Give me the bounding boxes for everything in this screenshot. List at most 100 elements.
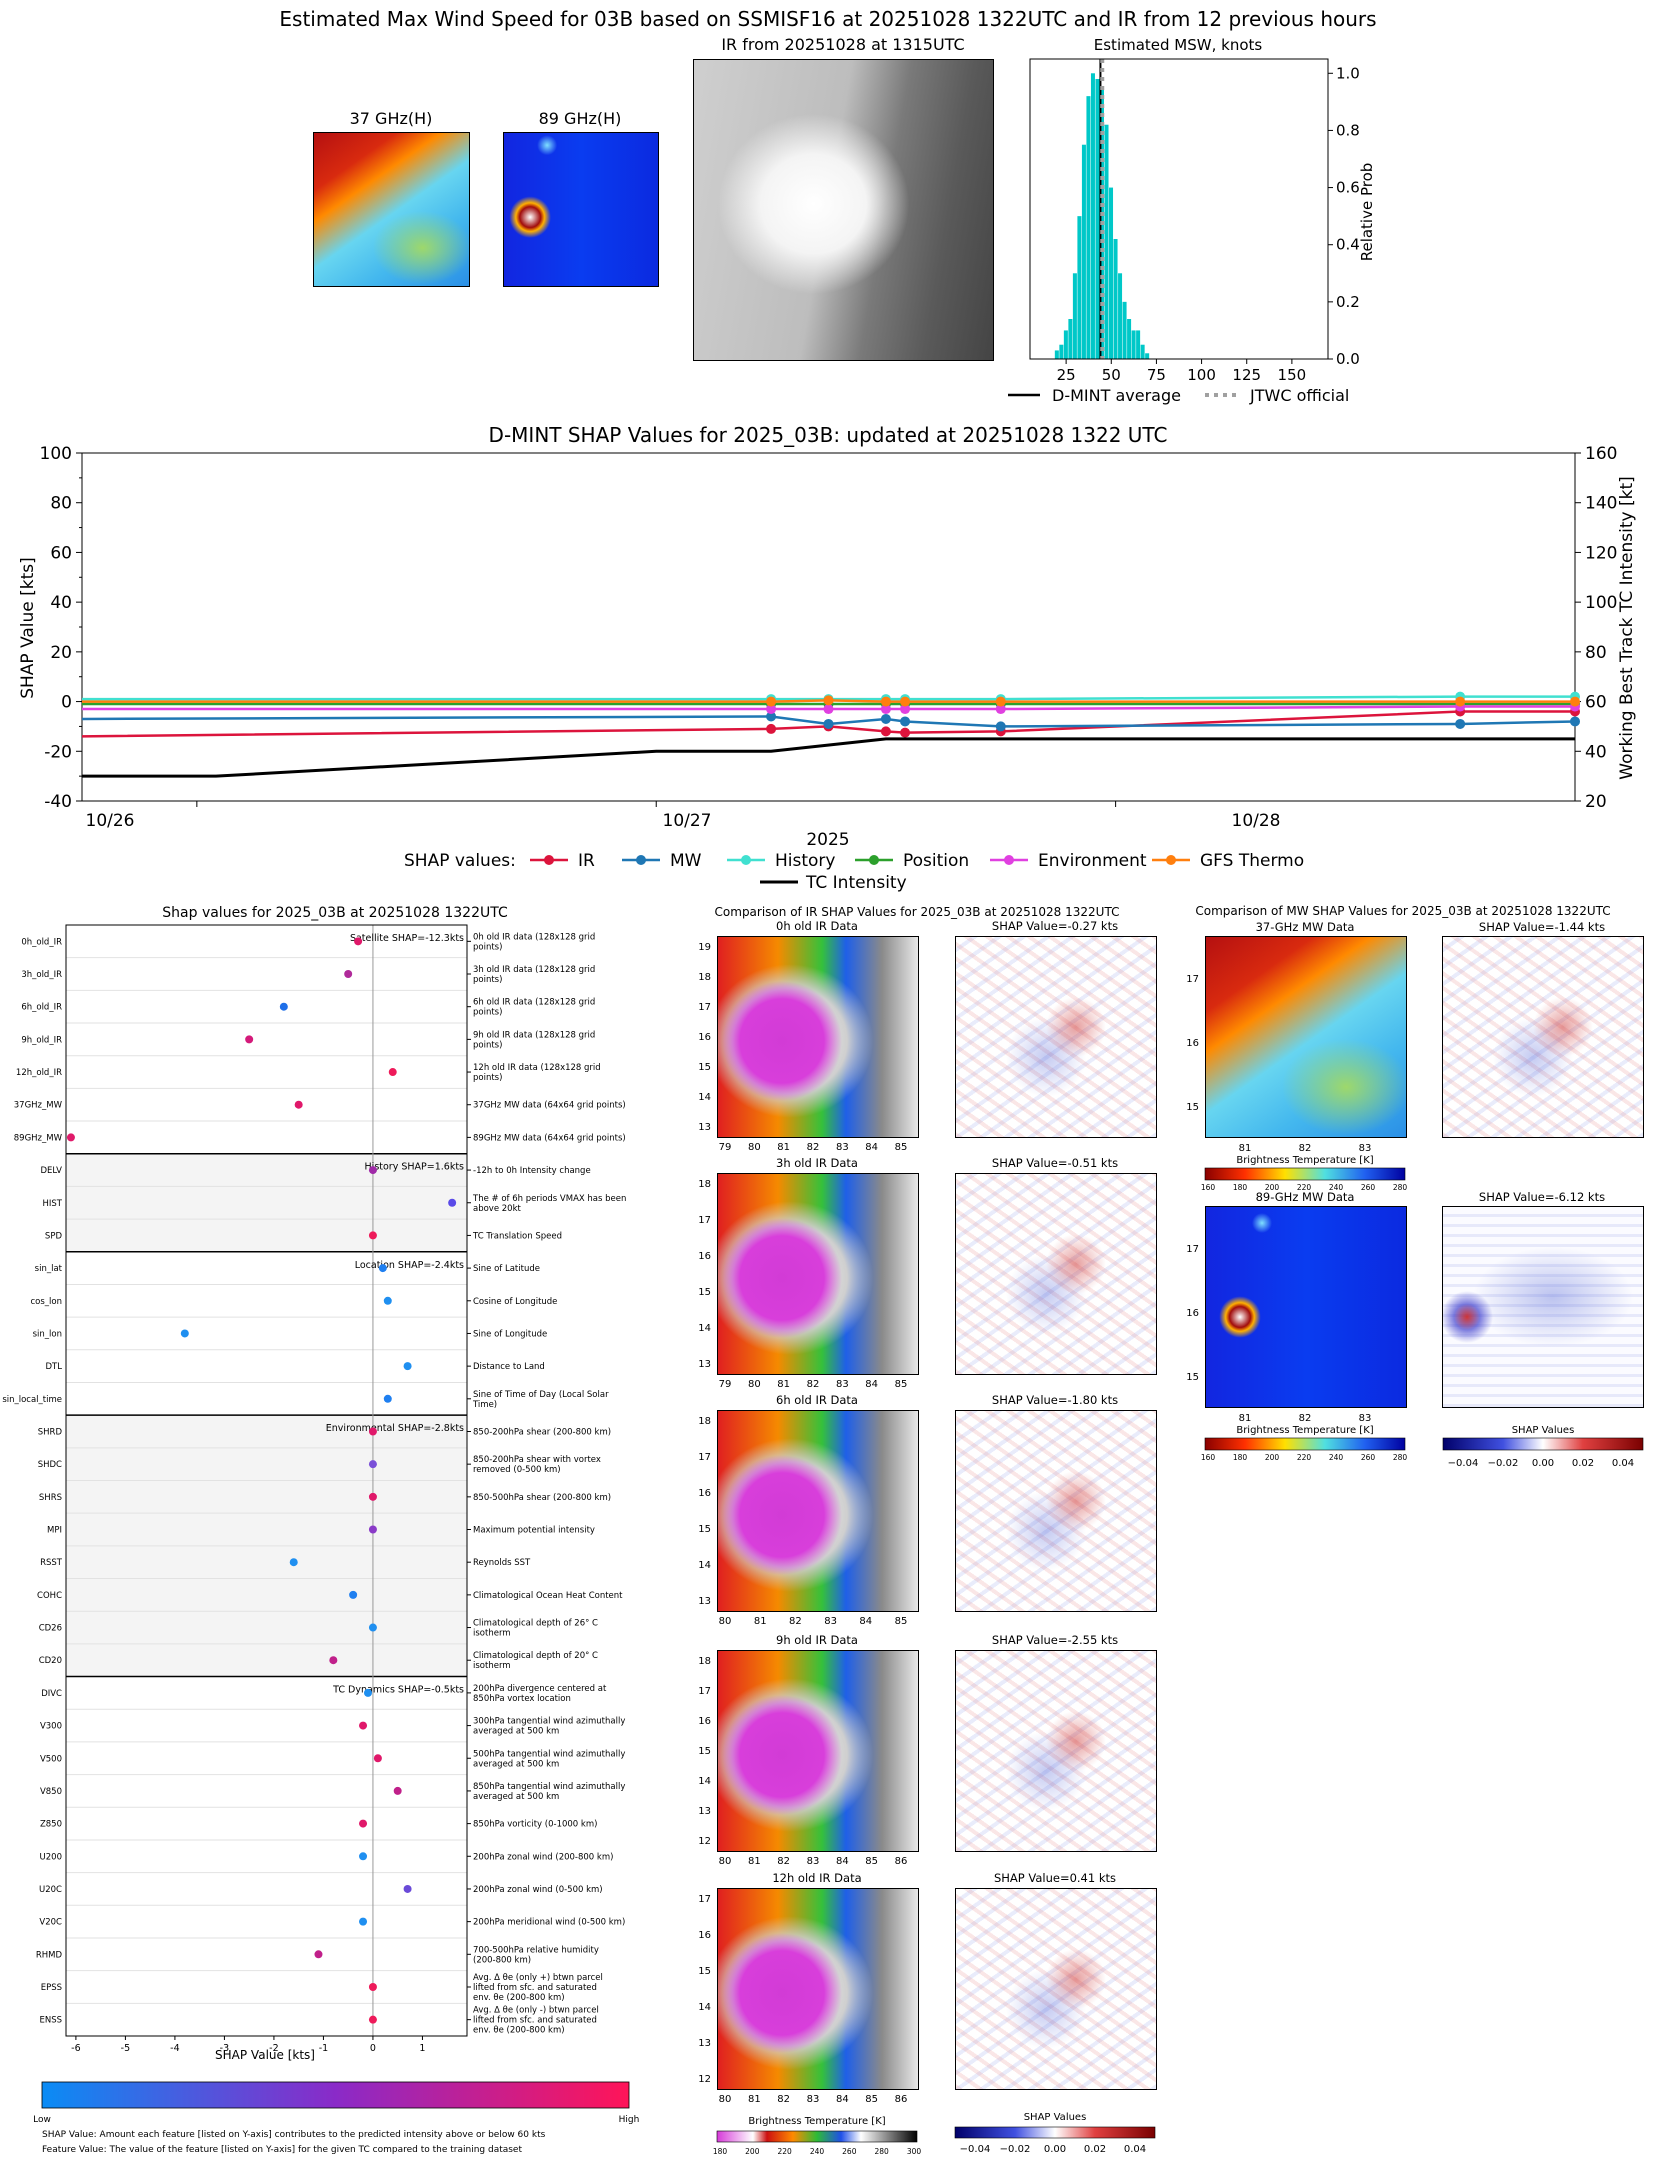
ir-colorbar bbox=[716, 2130, 918, 2143]
series-point bbox=[880, 726, 891, 737]
ir-panel-title: 6h old IR Data bbox=[776, 1393, 858, 1407]
ir-shap-colorbar-tick: 0.04 bbox=[1124, 2144, 1146, 2155]
feature-description: 850hPa vorticity (0-1000 km) bbox=[473, 1820, 597, 1830]
feature-description: 300hPa tangential wind azimuthally bbox=[473, 1717, 625, 1727]
group-shade-history bbox=[66, 1153, 467, 1252]
ir-xtick-label: 85 bbox=[865, 2094, 878, 2105]
mw-colorbar-tick: 180 bbox=[1233, 1453, 1248, 1462]
shap-ts-xlabel: 2025 bbox=[806, 830, 849, 850]
feature-description: averaged at 500 km bbox=[473, 1792, 559, 1802]
histogram-bar bbox=[1140, 344, 1145, 359]
mw-xtick-label: 81 bbox=[1239, 1413, 1252, 1424]
ir-ytick-label: 14 bbox=[698, 2002, 711, 2013]
histogram-bar bbox=[1145, 353, 1150, 359]
shap-ts-legend: SHAP values: IR MW History Position Environm… bbox=[404, 851, 1304, 893]
feature-description: lifted from sfc. and saturated bbox=[473, 2016, 597, 2026]
mw-colorbar-tick: 240 bbox=[1329, 1453, 1344, 1462]
ir-colorbar-tick: 260 bbox=[842, 2147, 857, 2156]
feature-description: -12h to 0h Intensity change bbox=[473, 1166, 591, 1176]
feature-description: Distance to Land bbox=[473, 1362, 545, 1372]
ir-ytick-label: 15 bbox=[698, 1287, 711, 1298]
feature-shap-point bbox=[354, 937, 363, 946]
ir-panel-image bbox=[717, 1173, 919, 1375]
legend-label: Environment bbox=[1038, 851, 1147, 871]
mw-xtick-label: 82 bbox=[1299, 1143, 1312, 1154]
hist-ytick-label: 0.2 bbox=[1336, 293, 1360, 311]
series-point bbox=[766, 696, 777, 707]
ts-ytick-right-label: 160 bbox=[1585, 444, 1617, 464]
ir-colorbar-tick: 200 bbox=[745, 2147, 760, 2156]
series-point bbox=[995, 696, 1006, 707]
main-title: Estimated Max Wind Speed for 03B based o… bbox=[279, 7, 1376, 31]
ir-ytick-label: 17 bbox=[698, 1894, 711, 1905]
histogram-bar bbox=[1054, 350, 1059, 359]
mw-ytick-label: 17 bbox=[1186, 974, 1199, 985]
feature-shap-point bbox=[359, 1819, 368, 1828]
ts-ytick-label: 100 bbox=[40, 444, 72, 464]
ir-xtick-label: 83 bbox=[836, 1142, 849, 1153]
mw-colorbar-label: Brightness Temperature [K] bbox=[1236, 1425, 1373, 1436]
legend-swatch-point bbox=[544, 855, 554, 865]
mw-compare-title: Comparison of MW SHAP Values for 2025_03… bbox=[1195, 904, 1610, 918]
ir-xtick-label: 83 bbox=[824, 1616, 837, 1627]
feature-name: 6h_old_IR bbox=[21, 1003, 62, 1013]
feature-shap-point bbox=[383, 1296, 392, 1305]
ir-ytick-label: 14 bbox=[698, 1323, 711, 1334]
feature-description: points) bbox=[473, 1073, 502, 1083]
series-point bbox=[900, 716, 911, 727]
feature-shap-point bbox=[403, 1884, 412, 1893]
feature-description: Avg. Δ θe (only +) btwn parcel bbox=[473, 1973, 603, 1983]
feature-name: U200 bbox=[40, 1852, 62, 1862]
ir-xtick-label: 83 bbox=[807, 2094, 820, 2105]
series-point bbox=[823, 704, 834, 715]
ir-xtick-label: 84 bbox=[865, 1379, 878, 1390]
feature-name: SPD bbox=[45, 1231, 63, 1241]
ts-ytick-right-label: 40 bbox=[1585, 742, 1607, 762]
ts-xtick: 10/26 bbox=[86, 811, 135, 831]
histogram-bar bbox=[1127, 319, 1132, 359]
ts-ytick-right-label: 140 bbox=[1585, 494, 1617, 514]
feature-xtick-label: -2 bbox=[269, 2043, 278, 2054]
feature-colorbar bbox=[41, 2081, 630, 2109]
ts-ytick-label: 0 bbox=[61, 693, 72, 713]
mw-shap-colorbar-tick: −0.04 bbox=[1448, 1458, 1479, 1469]
feature-shap-point bbox=[344, 970, 353, 979]
ts-frame bbox=[81, 452, 1576, 802]
mw-colorbar-tick: 200 bbox=[1265, 1453, 1280, 1462]
feature-description: 200hPa meridional wind (0-500 km) bbox=[473, 1918, 625, 1928]
legend-label: IR bbox=[578, 851, 595, 871]
feature-name: SHRS bbox=[39, 1493, 62, 1503]
feature-description: TC Translation Speed bbox=[472, 1231, 562, 1241]
histogram-bar bbox=[1095, 79, 1100, 359]
ts-xtick: 10/28 bbox=[1232, 811, 1281, 831]
ir-shap-title: SHAP Value=-0.27 kts bbox=[992, 919, 1118, 933]
series-point bbox=[766, 711, 777, 722]
ir-xtick-label: 82 bbox=[777, 1856, 790, 1867]
mw-xtick-label: 82 bbox=[1299, 1413, 1312, 1424]
ir-ytick-label: 16 bbox=[698, 1032, 711, 1043]
mw-colorbar-label: Brightness Temperature [K] bbox=[1236, 1155, 1373, 1166]
feature-description: Time) bbox=[472, 1400, 497, 1410]
feature-description: 12h old IR data (128x128 grid bbox=[473, 1063, 601, 1073]
histogram-bar bbox=[1077, 216, 1082, 359]
feature-name: ENSS bbox=[39, 2016, 62, 2026]
mw-colorbar-tick: 240 bbox=[1329, 1183, 1344, 1192]
feature-name: U20C bbox=[39, 1885, 62, 1895]
ts-ytick-label: 20 bbox=[50, 643, 72, 663]
mw-compare: 37-GHz MW Data SHAP Value=-1.44 kts 17 16 15… bbox=[1186, 920, 1644, 1469]
feature-xtick-label: -5 bbox=[121, 2043, 130, 2054]
mw-shap-colorbar-tick: 0.02 bbox=[1572, 1458, 1594, 1469]
series-point bbox=[766, 723, 777, 734]
mw89-panel-image bbox=[1205, 1206, 1407, 1408]
feature-name: Z850 bbox=[40, 1820, 62, 1830]
mw-colorbar bbox=[1204, 1437, 1406, 1451]
hist-ytick-label: 0.0 bbox=[1336, 350, 1360, 368]
mw-shap-map bbox=[1442, 1206, 1644, 1408]
legend-swatch-point bbox=[1166, 855, 1176, 865]
series-point bbox=[823, 695, 834, 706]
feature-description: 0h old IR data (128x128 grid bbox=[473, 932, 595, 942]
legend-label: Position bbox=[903, 851, 969, 871]
ir-compare-title: Comparison of IR SHAP Values for 2025_03… bbox=[715, 905, 1120, 919]
feature-description: points) bbox=[473, 1008, 502, 1018]
ir-ytick-label: 15 bbox=[698, 1062, 711, 1073]
